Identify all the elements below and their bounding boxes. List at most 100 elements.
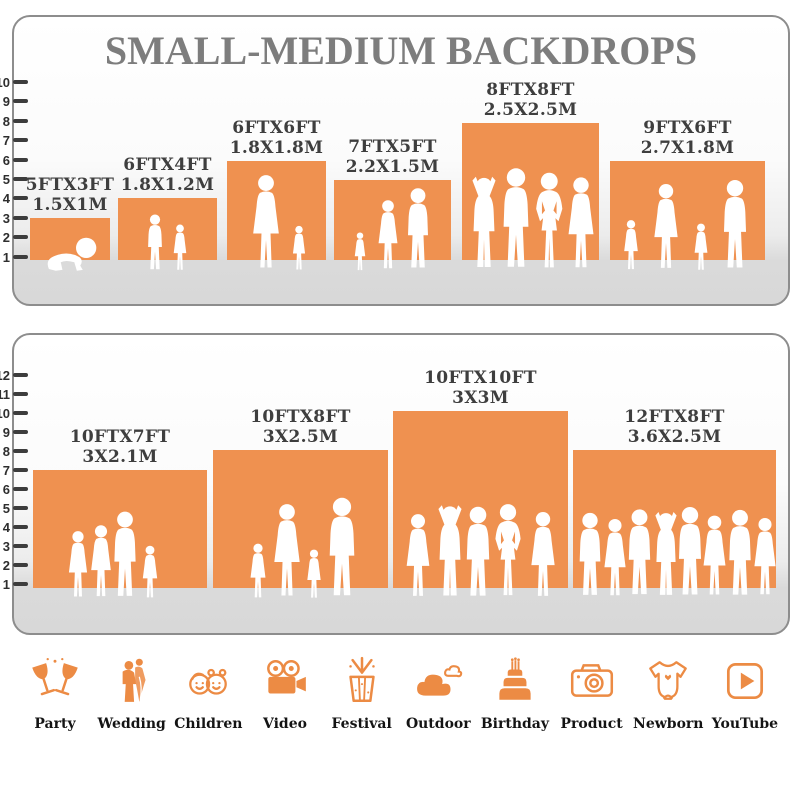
category-label: YouTube — [711, 716, 779, 732]
backdrop-6ftx4ft: 6FTX4FT 1.8X1.2M — [118, 155, 217, 270]
ruler-number: 4 — [2, 520, 10, 535]
ruler-number: 12 — [0, 368, 10, 383]
backdrop-rect — [462, 123, 599, 260]
backdrop-6ftx6ft: 6FTX6FT 1.8X1.8M — [227, 118, 326, 270]
panel-small-medium: SMALL-MEDIUM BACKDROPS 1 2 3 4 5 6 7 8 9 10 5FTX3… — [0, 15, 790, 306]
ruler-top: 1 2 3 4 5 6 7 8 9 10 — [0, 17, 788, 304]
category-label: Birthday — [480, 716, 550, 732]
category-product: Product — [555, 656, 629, 732]
birthday-icon — [490, 656, 540, 711]
category-newborn: Newborn — [631, 656, 705, 732]
ruler-bottom: 123456789101112 — [0, 335, 788, 633]
backdrop-size-label: 10FTX10FT 3X3M — [424, 368, 537, 408]
backdrop-size-label: 6FTX6FT 1.8X1.8M — [229, 118, 324, 158]
panel-large: 123456789101112 10FTX7FT 3X2.1M 10FTX8FT… — [0, 333, 790, 635]
backdrop-rect — [610, 161, 765, 260]
category-video: Video — [248, 656, 322, 732]
ruler-tick: 7 — [3, 463, 28, 478]
category-label: Outdoor — [405, 716, 471, 732]
ruler-number: 8 — [2, 444, 10, 459]
ruler-tick: 2 — [3, 230, 28, 245]
backdrop-rect — [118, 198, 217, 260]
ruler-number: 1 — [2, 249, 10, 265]
ruler-number: 2 — [2, 230, 10, 246]
ruler-tick: 12 — [0, 368, 28, 383]
festival-icon — [337, 656, 387, 711]
backdrop-size-label: 12FTX8FT 3.6X2.5M — [624, 407, 725, 447]
ruler-number: 1 — [2, 577, 10, 592]
backdrop-10ftx10ft: 10FTX10FT 3X3M — [393, 368, 568, 596]
ruler-number: 10 — [0, 75, 10, 90]
ruler-tick: 9 — [3, 94, 28, 109]
ruler-number: 2 — [2, 558, 10, 573]
ruler-tick: 11 — [0, 387, 28, 402]
backdrop-rect — [573, 450, 776, 588]
page-title: SMALL-MEDIUM BACKDROPS — [104, 28, 698, 73]
ruler-number: 3 — [2, 210, 10, 226]
backdrop-rect — [30, 218, 110, 260]
backdrop-10ftx8ft: 10FTX8FT 3X2.5M — [213, 407, 388, 598]
ruler-number: 6 — [2, 152, 10, 168]
youtube-icon — [720, 656, 770, 711]
backdrop-rect — [227, 161, 326, 260]
wedding-icon — [107, 656, 157, 711]
backdrop-size-label: 6FTX4FT 1.8X1.2M — [120, 155, 215, 195]
ruler-tick: 3 — [3, 539, 28, 554]
ruler-number: 4 — [2, 191, 10, 207]
ruler-tick: 4 — [3, 520, 28, 535]
ruler-number: 5 — [2, 501, 10, 516]
ruler-number: 5 — [2, 172, 10, 187]
backdrop-size-label: 10FTX7FT 3X2.1M — [69, 427, 171, 467]
ruler-number: 11 — [0, 387, 10, 402]
ruler-tick: 5 — [3, 501, 28, 516]
category-wedding: Wedding — [95, 656, 169, 732]
video-icon — [260, 656, 310, 711]
ruler-tick: 1 — [3, 250, 28, 265]
backdrop-rect — [393, 411, 568, 588]
ruler-tick: 7 — [3, 133, 28, 148]
backdrop-12ftx8ft: 12FTX8FT 3.6X2.5M — [573, 407, 776, 596]
ruler-number: 9 — [2, 94, 10, 110]
backdrop-9ftx6ft: 9FTX6FT 2.7X1.8M — [610, 118, 765, 270]
backdrop-10ftx7ft: 10FTX7FT 3X2.1M — [33, 427, 207, 598]
category-label: Wedding — [97, 716, 166, 732]
party-icon — [30, 656, 80, 711]
backdrop-size-label: 10FTX8FT 3X2.5M — [250, 407, 351, 447]
ruler-tick: 9 — [3, 425, 28, 440]
ruler-number: 10 — [0, 406, 10, 421]
backdrop-size-label: 9FTX6FT 2.7X1.8M — [640, 118, 735, 158]
backdrop-size-label: 8FTX8FT 2.5X2.5M — [483, 80, 578, 120]
ruler-tick: 10 — [0, 75, 28, 90]
category-row: Party Wedding — [18, 656, 782, 732]
backdrop-size-label: 5FTX3FT 1.5X1M — [25, 175, 115, 215]
category-festival: Festival — [325, 656, 399, 732]
ruler-tick: 2 — [3, 558, 28, 573]
ruler-number: 7 — [2, 463, 10, 478]
category-youtube: YouTube — [708, 656, 782, 732]
category-outdoor: Outdoor — [401, 656, 475, 732]
ruler-number: 7 — [2, 133, 10, 149]
ruler-number: 3 — [2, 539, 10, 554]
category-party: Party — [18, 656, 92, 732]
category-label: Product — [560, 716, 623, 732]
ruler-number: 9 — [2, 425, 10, 440]
newborn-icon — [643, 656, 693, 711]
ruler-number: 8 — [2, 113, 10, 129]
ruler-tick: 3 — [3, 211, 28, 226]
ruler-tick: 1 — [3, 577, 28, 592]
ruler-tick: 4 — [3, 191, 28, 206]
backdrop-size-label: 7FTX5FT 2.2X1.5M — [345, 137, 440, 177]
category-children: Children — [171, 656, 245, 732]
category-label: Festival — [331, 716, 392, 732]
backdrop-5ftx3ft: 5FTX3FT 1.5X1M — [26, 175, 114, 271]
ruler-tick: 6 — [3, 153, 28, 168]
ruler-tick: 6 — [3, 482, 28, 497]
backdrop-7ftx5ft: 7FTX5FT 2.2X1.5M — [334, 137, 451, 271]
outdoor-icon — [413, 656, 463, 711]
category-label: Party — [34, 716, 76, 732]
ruler-tick: 5 — [3, 172, 28, 187]
category-birthday: Birthday — [478, 656, 552, 732]
backdrop-8ftx8ft: 8FTX8FT 2.5X2.5M — [462, 80, 599, 268]
ruler-number: 6 — [2, 482, 10, 497]
ruler-tick: 10 — [0, 406, 28, 421]
